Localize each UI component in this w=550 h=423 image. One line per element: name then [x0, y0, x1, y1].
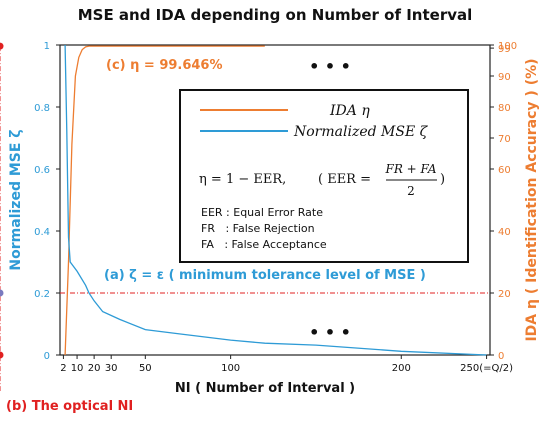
def-eer: EER : Equal Error Rate	[201, 206, 323, 219]
ellipsis-top: • • •	[309, 57, 351, 76]
y-right-tick-label: 0	[498, 351, 504, 362]
x-tick-label: 30	[105, 363, 118, 374]
def-fr: FR : False Rejection	[201, 222, 315, 235]
x-tick-label: 10	[71, 363, 84, 374]
x-tick-label: 100	[221, 363, 240, 374]
zeta-point-marker	[0, 289, 4, 297]
y-right-tick-label: 60	[498, 165, 511, 176]
def-fa: FA : False Acceptance	[201, 238, 327, 251]
legend-frame	[179, 89, 469, 263]
formula-eta: η = 1 − EER,	[199, 172, 286, 187]
y-right-tick-label: 90	[498, 72, 511, 83]
y-right-tick-label: 100	[498, 41, 517, 52]
y-right-tick-label: 99	[498, 44, 511, 55]
eta-point-marker	[0, 42, 4, 50]
x-tick-label: 250(=Q/2)	[460, 363, 513, 374]
x-tick-label: 200	[392, 363, 411, 374]
y-left-tick-label: 0.6	[34, 165, 50, 176]
y-left-tick-label: 0.2	[34, 289, 50, 300]
legend-box: IDA η Normalized MSE ζ η = 1 − EER, ( EE…	[179, 89, 469, 263]
annotation-optimal-ni: (b) The optical NI	[6, 399, 133, 414]
y-left-tick-label: 1	[44, 41, 50, 52]
ida-series-line	[64, 45, 265, 356]
annotation-zeta: (a) ζ = ε ( minimum tolerance level of M…	[104, 268, 426, 283]
y-right-axis-label: IDA η ( Identification Accuracy ) (%)	[524, 58, 540, 341]
series-layer	[0, 42, 487, 359]
formula-eer-close: )	[440, 172, 445, 187]
y-right-tick-label: 70	[498, 134, 511, 145]
annotation-eta: (c) η = 99.646%	[106, 58, 223, 73]
x-tick-label: 50	[139, 363, 152, 374]
legend-ida-label: IDA η	[329, 103, 370, 119]
formula-denominator: 2	[407, 184, 415, 198]
x-tick-label: 2	[60, 363, 66, 374]
x-axis-label: NI ( Number of Interval )	[175, 381, 355, 396]
y-right-tick-label: 80	[498, 103, 511, 114]
legend-mse-label: Normalized MSE ζ	[293, 124, 429, 140]
y-left-tick-label: 0.4	[34, 227, 50, 238]
tick-layer: 2 10 20 30 50 100 200 250(=Q/2)00.20.40.60.8102…	[34, 41, 517, 374]
mse-series-line	[64, 44, 487, 356]
y-left-axis-label: Normalized MSE ζ	[8, 129, 24, 270]
x-tick-label: 20	[88, 363, 101, 374]
chart-title: MSE and IDA depending on Number of Inter…	[78, 6, 473, 24]
plot-frame	[59, 44, 491, 356]
y-right-tick-label: 40	[498, 227, 511, 238]
formula-eer-open: ( EER =	[318, 172, 371, 187]
formula-numerator: FR + FA	[385, 162, 437, 176]
y-right-tick-label: 20	[498, 289, 511, 300]
y-left-tick-label: 0.8	[34, 103, 50, 114]
ellipsis-bottom: • • •	[309, 323, 351, 342]
guide-lines	[0, 46, 490, 391]
y-left-tick-label: 0	[44, 351, 50, 362]
optimal-ni-marker	[0, 351, 4, 359]
